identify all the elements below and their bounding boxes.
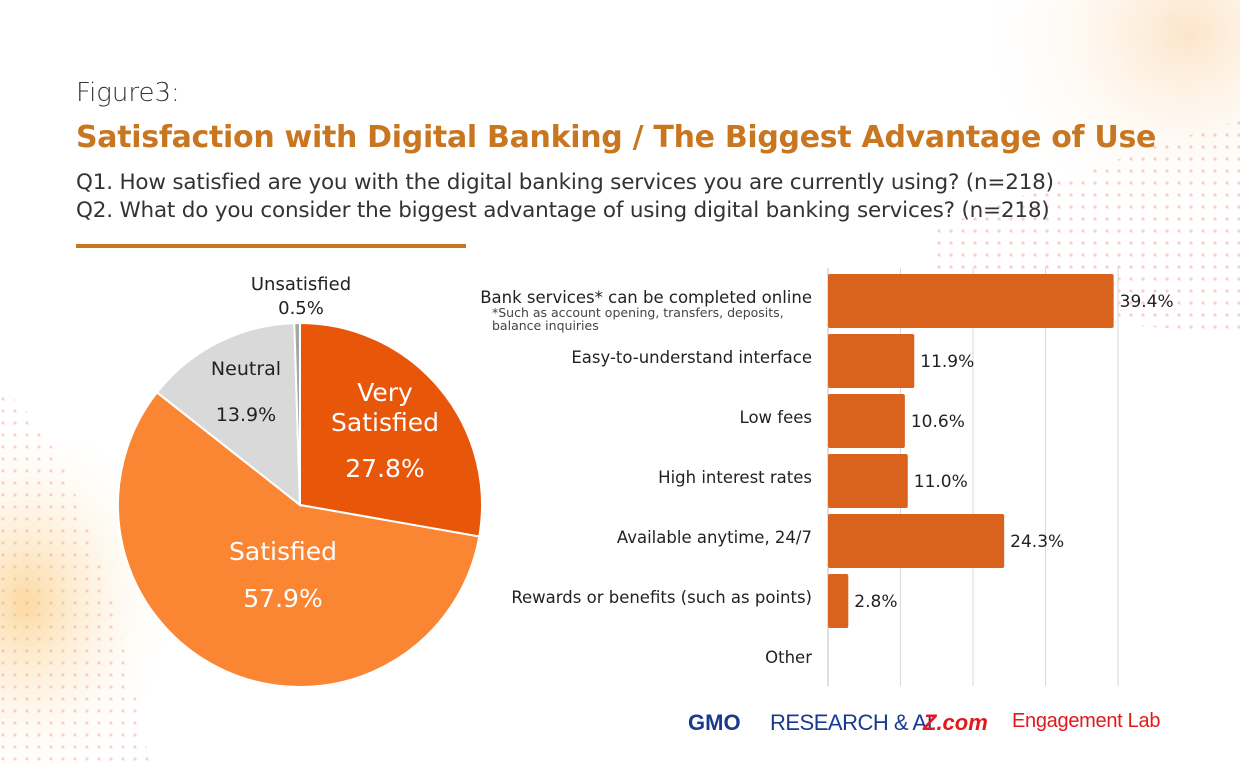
- bar: [828, 514, 1005, 568]
- title-underline: [76, 244, 466, 248]
- figure-label: Figure3:: [76, 78, 180, 108]
- pie-label-unsatisfied: Unsatisfied 0.5%: [246, 273, 356, 321]
- pie-value-neutral: 13.9%: [215, 404, 277, 426]
- bar-value-label: 10.6%: [911, 412, 965, 432]
- pie-slice-neutral: [155, 322, 302, 508]
- question-1: Q1. How satisfied are you with the digit…: [76, 170, 1054, 195]
- bar-category-label: High interest rates: [658, 468, 812, 487]
- bar-value-label: 24.3%: [1010, 532, 1064, 552]
- bar: [828, 454, 908, 508]
- bar-category-note: *Such as account opening, transfers, dep…: [492, 305, 784, 333]
- zcom-logo: Z.com: [923, 710, 988, 735]
- bar: [828, 274, 1114, 328]
- bar-value-label: 11.9%: [920, 352, 974, 372]
- bar-category-label: Bank services* can be completed online: [480, 288, 812, 307]
- pie-value-very-satisfied: 27.8%: [345, 454, 425, 483]
- pie-label-unsatisfied-name: Unsatisfied: [250, 274, 352, 295]
- research-ai-logo: RESEARCH & AI: [770, 710, 933, 735]
- pie-slice-very-satisfied: [299, 321, 483, 538]
- pie-slice-unsatisfied: [293, 321, 301, 506]
- pie-label-neutral-name: Neutral: [210, 358, 282, 380]
- pie-label-neutral: Neutral 13.9%: [196, 358, 296, 426]
- bar-category-label: Other: [765, 648, 812, 667]
- pie-label-very-satisfied-line1: Very: [357, 378, 413, 407]
- bar-category-label: Low fees: [739, 408, 812, 427]
- bar-category-label: Rewards or benefits (such as points): [511, 588, 812, 607]
- pie-slice-satisfied: [117, 391, 481, 688]
- pie-label-very-satisfied: Very Satisfied 27.8%: [320, 378, 450, 484]
- pie-label-satisfied-name: Satisfied: [229, 537, 337, 566]
- pie-label-satisfied: Satisfied 57.9%: [208, 537, 358, 613]
- pie-value-unsatisfied: 0.5%: [278, 298, 324, 319]
- gmo-logo: GMO: [688, 710, 741, 735]
- engagement-lab-logo: Engagement Lab: [1012, 710, 1161, 732]
- bar-category-label: Easy-to-understand interface: [571, 348, 812, 367]
- bar-value-label: 39.4%: [1120, 292, 1174, 312]
- pie-label-very-satisfied-line2: Satisfied: [331, 408, 439, 437]
- satisfaction-pie-chart: [117, 321, 483, 688]
- pie-value-satisfied: 57.9%: [243, 584, 323, 613]
- bar-value-label: 11.0%: [914, 472, 968, 492]
- question-2: Q2. What do you consider the biggest adv…: [76, 198, 1050, 223]
- chart-title: Satisfaction with Digital Banking / The …: [76, 120, 1157, 155]
- bar: [828, 574, 849, 628]
- bar-value-label: 2.8%: [854, 592, 897, 612]
- bar: [828, 394, 905, 448]
- bar: [828, 334, 915, 388]
- advantage-bar-chart: 39.4% 11.9% 10.6% 11.0% 24.3% 2.8%: [827, 268, 1174, 686]
- bar-category-label: Available anytime, 24/7: [616, 528, 812, 547]
